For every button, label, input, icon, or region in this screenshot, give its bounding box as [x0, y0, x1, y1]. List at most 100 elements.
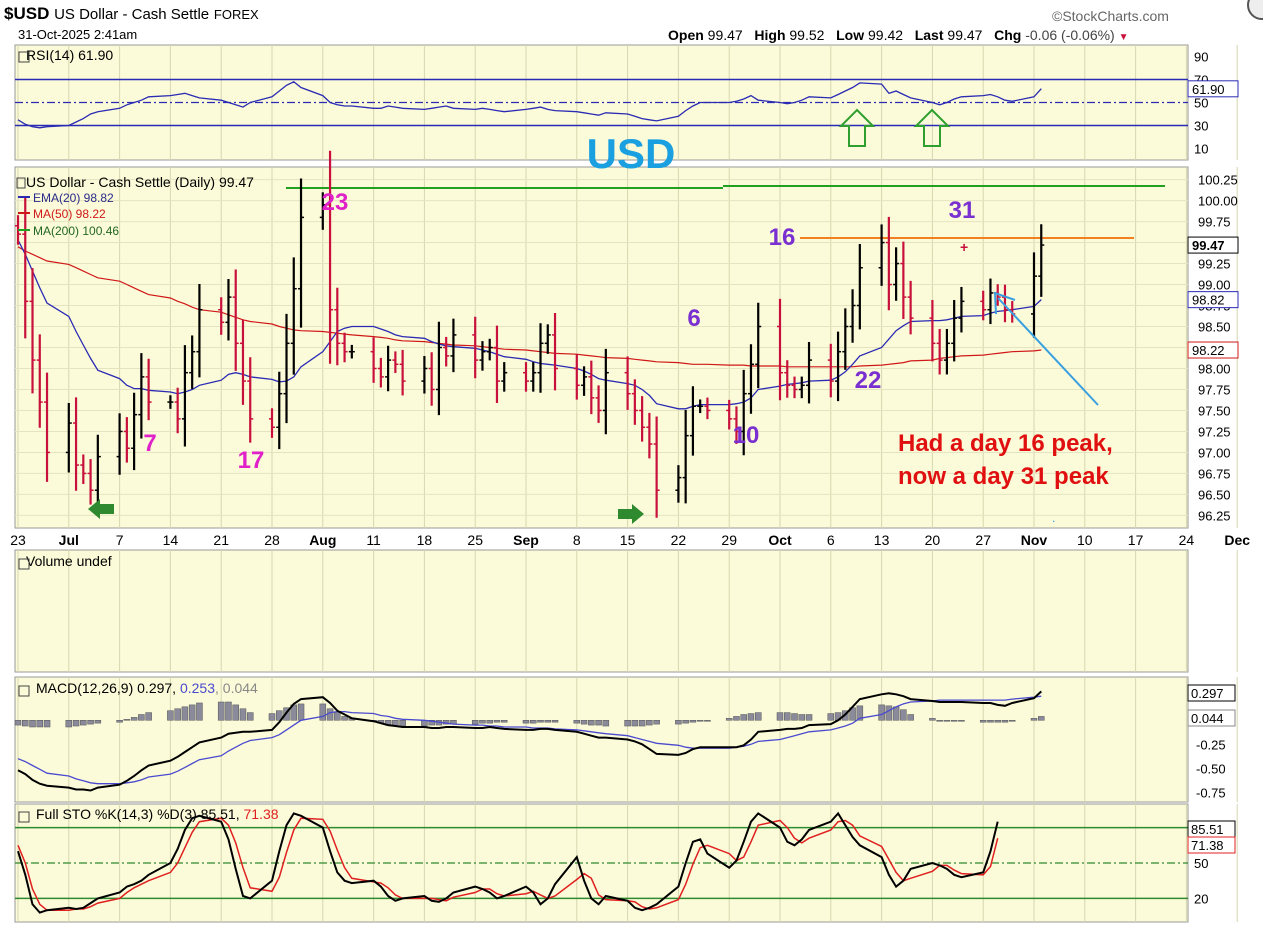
- x-tick-label: 15: [620, 532, 636, 548]
- last-value: 99.47: [947, 27, 983, 43]
- note-line-2: now a day 31 peak: [898, 463, 1109, 490]
- macd-hist-bar: [268, 713, 276, 721]
- macd-hist-bar: [174, 708, 181, 721]
- cycle-label-7: 7: [143, 430, 156, 457]
- macd-hist-bar: [29, 720, 36, 728]
- down-triangle-icon: ▼: [1118, 32, 1129, 43]
- symbol: $USD: [4, 4, 50, 23]
- macd-hist-bar: [14, 720, 22, 726]
- y-tick-label: 96.50: [1198, 487, 1231, 502]
- sto-title-part: Full STO %K(14,3) %D(3) 85.51,: [36, 806, 243, 822]
- y-tick-label: 99.75: [1198, 215, 1231, 230]
- macd-hist-bar: [573, 720, 581, 724]
- volume-title: Volume undef: [26, 553, 112, 569]
- macd-hist-bar: [958, 720, 965, 722]
- cycle-label-22: 22: [855, 367, 882, 394]
- macd-hist-bar: [740, 714, 747, 721]
- sto-tick-label: 20: [1194, 891, 1208, 906]
- macd-hist-bar: [646, 720, 653, 726]
- brand-logo[interactable]: ©StockCharts.com: [1052, 8, 1169, 24]
- macd-hist-bar: [276, 710, 283, 721]
- macd-hist-bar: [653, 720, 660, 725]
- chg-label: Chg: [994, 27, 1022, 43]
- macd-signal-value: 0.253: [180, 680, 215, 696]
- usd-title: USD: [587, 130, 676, 177]
- last-price-marker: +: [960, 239, 968, 255]
- macd-hist-bar: [1038, 716, 1045, 721]
- rsi-title: RSI(14) 61.90: [26, 47, 113, 63]
- price-tag: [1187, 341, 1239, 359]
- x-tick-label: 25: [467, 532, 483, 548]
- sto-d-label: 71.38: [1191, 838, 1224, 853]
- macd-hist-bar: [551, 720, 559, 723]
- y-tick-label: 97.75: [1198, 382, 1231, 397]
- macd-hist-bar: [43, 720, 51, 728]
- macd-hist-bar: [936, 720, 943, 722]
- macd-tick-label: -0.50: [1196, 761, 1226, 776]
- macd-title: MACD(12,26,9) 0.297, 0.253, 0.044: [36, 680, 258, 696]
- ma50-line: [17, 246, 1042, 368]
- macd-hist-bar: [94, 720, 102, 724]
- macd-hist-bar: [500, 720, 508, 723]
- panel-icon: [18, 811, 30, 823]
- macd-hist-bar: [892, 706, 900, 721]
- x-tick-label: 14: [163, 532, 179, 548]
- x-tick-label: 23: [10, 532, 26, 548]
- panel-vol: [14, 549, 1189, 673]
- rsi-last-label: 61.90: [1192, 82, 1225, 97]
- x-tick-label: 27: [975, 532, 991, 548]
- macd-hist-bar: [537, 720, 544, 723]
- sto-d-value: 71.38: [243, 806, 278, 822]
- exchange: FOREX: [213, 7, 259, 22]
- green-up-arrow-icon: [838, 108, 876, 147]
- x-tick-label: Aug: [309, 532, 336, 548]
- y-tick-label: 99.00: [1198, 278, 1231, 293]
- macd-hist-bar: [87, 720, 94, 725]
- sto-title: Full STO %K(14,3) %D(3) 85.51, 71.38: [36, 806, 279, 822]
- macd-hist-bar: [188, 704, 196, 721]
- macd-hist-bar: [595, 720, 602, 726]
- blue-arrow-line: [997, 297, 1099, 406]
- macd-line: [17, 690, 1042, 792]
- macd-hist-bar: [682, 720, 689, 724]
- note-line-1: Had a day 16 peak,: [898, 430, 1113, 457]
- x-tick-label: 17: [1128, 532, 1144, 548]
- macd-hist-bar: [297, 703, 305, 721]
- macd-hist-bar: [138, 714, 145, 721]
- macd-hist-bar: [929, 718, 936, 721]
- price-tag: [1187, 291, 1239, 309]
- price-tag-label: 98.82: [1192, 293, 1225, 308]
- y-tick-label: 97.50: [1198, 403, 1231, 418]
- x-tick-label: Dec: [1224, 532, 1250, 548]
- macd-hist-bar: [588, 720, 595, 726]
- legend-entry: MA(200) 100.46: [33, 224, 119, 238]
- macd-hist-bar: [232, 704, 239, 721]
- cycle-label-23: 23: [322, 189, 349, 216]
- macd-hist-bar: [80, 720, 87, 726]
- y-tick-label: 98.50: [1198, 320, 1231, 335]
- y-tick-label: 97.25: [1198, 424, 1231, 439]
- sto-tick-label: 50: [1194, 856, 1208, 871]
- x-tick-label: 6: [827, 532, 835, 548]
- y-tick-label: 96.25: [1198, 508, 1231, 523]
- panel-icon: [18, 685, 30, 697]
- stray-dot: .: [1052, 511, 1055, 525]
- macd-hist-bar: [987, 720, 994, 723]
- macd-hist-bar: [65, 720, 73, 728]
- macd-hist-bar: [123, 719, 131, 721]
- ohlc-readout: Open 99.47 High 99.52 Low 99.42 Last 99.…: [668, 27, 1129, 43]
- rsi-tick-label: 50: [1194, 96, 1208, 111]
- cycle-label-6: 6: [687, 305, 700, 332]
- macd-hist-bar: [798, 714, 806, 721]
- macd-hist-tag: [1187, 709, 1236, 727]
- macd-hist-bar: [522, 720, 530, 724]
- macd-last-label: 0.297: [1191, 686, 1224, 701]
- price-tag-label: 98.22: [1192, 343, 1225, 358]
- blue-arrow-head: [993, 291, 1016, 315]
- macd-signal-line: [17, 695, 1042, 785]
- rsi-line: [17, 81, 1042, 129]
- x-tick-label: 29: [721, 532, 737, 548]
- macd-hist-bar: [72, 720, 80, 727]
- y-tick-label: 97.00: [1198, 445, 1231, 460]
